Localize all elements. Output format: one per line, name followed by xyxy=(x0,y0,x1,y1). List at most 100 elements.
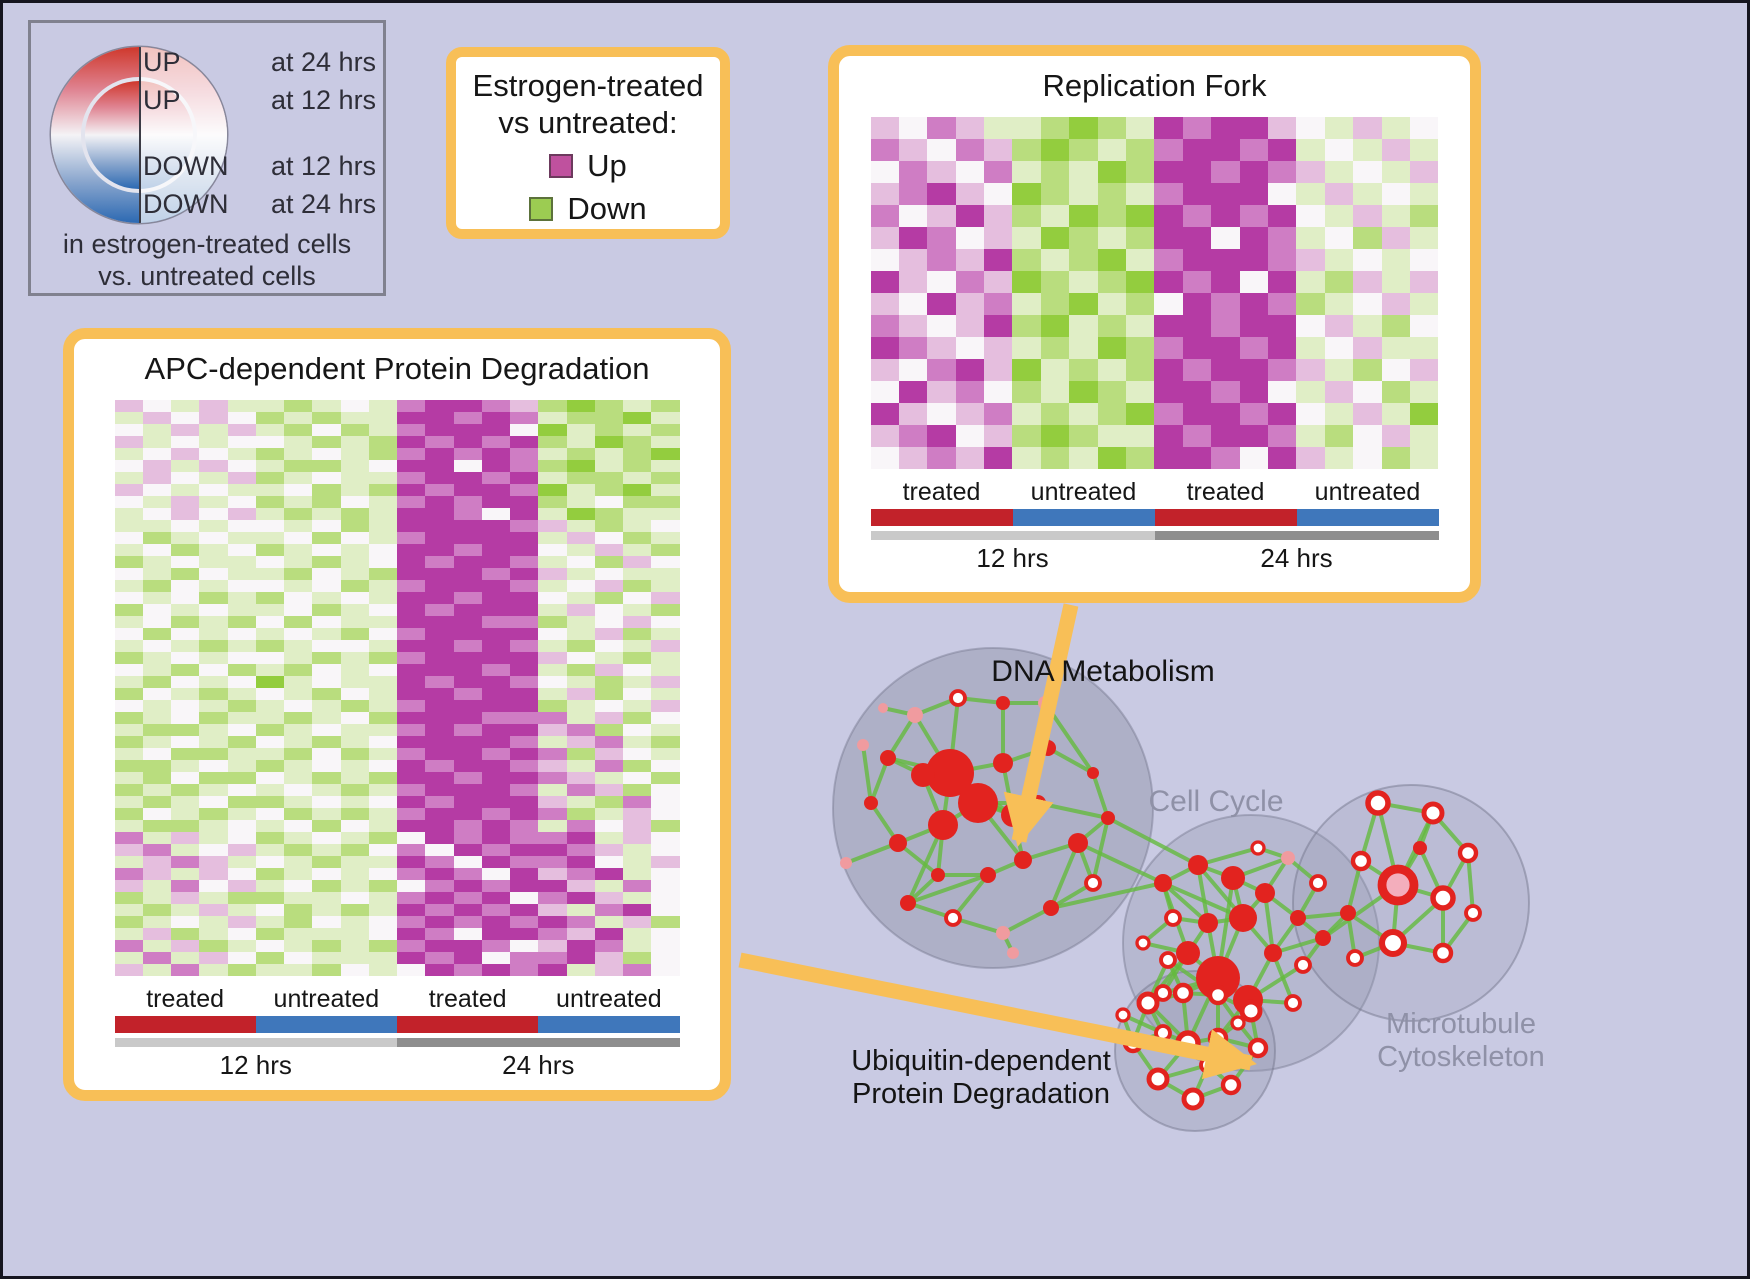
heatmap-cell xyxy=(397,628,426,640)
heatmap-cell xyxy=(312,508,341,520)
heatmap-cell xyxy=(538,424,567,436)
heatmap-cell xyxy=(1211,205,1240,227)
heatmap-cell xyxy=(284,964,313,976)
heatmap-cell xyxy=(312,868,341,880)
heatmap-cell xyxy=(255,436,284,448)
heatmap-cell xyxy=(623,868,652,880)
heatmap-cell xyxy=(510,508,539,520)
heatmap-cell xyxy=(227,472,256,484)
heatmap-cell xyxy=(651,652,680,664)
heatmap-cell xyxy=(114,400,143,412)
network-edge xyxy=(1107,816,1199,867)
heatmap-cell xyxy=(425,556,454,568)
heatmap-cell xyxy=(397,712,426,724)
network-edge xyxy=(1037,801,1109,820)
heatmap-cell xyxy=(312,784,341,796)
heatmap-cell xyxy=(114,496,143,508)
network-edge xyxy=(1162,976,1219,995)
heatmap-cell xyxy=(199,808,228,820)
heatmap-cell xyxy=(1381,227,1411,249)
heatmap-cell xyxy=(142,568,171,580)
network-edge xyxy=(914,696,959,717)
heatmap-cell xyxy=(651,880,680,892)
heatmap-cell xyxy=(453,796,482,808)
heatmap-cell xyxy=(481,736,510,748)
heatmap-cell xyxy=(142,952,171,964)
heatmap-cell xyxy=(171,436,200,448)
heatmap-cell xyxy=(114,616,143,628)
network-edge xyxy=(1091,772,1110,819)
heatmap-cell xyxy=(1353,381,1382,403)
heatmap-cell xyxy=(368,628,397,640)
heatmap-cell xyxy=(651,556,680,568)
heatmap-cell xyxy=(651,616,680,628)
heatmap-cell xyxy=(255,472,284,484)
heatmap-cell xyxy=(453,460,482,472)
heatmap-cell xyxy=(425,712,454,724)
heatmap-cell xyxy=(651,760,680,772)
network-edge xyxy=(1217,993,1252,1013)
heatmap-cell xyxy=(984,227,1013,249)
heatmap-cell xyxy=(594,568,623,580)
heatmap-cell xyxy=(199,784,228,796)
heatmap-cell xyxy=(1211,447,1240,469)
heatmap-cell xyxy=(255,520,284,532)
heatmap-cell xyxy=(114,424,143,436)
heatmap-cell xyxy=(142,436,171,448)
network-edge xyxy=(976,801,1025,862)
heatmap-cell xyxy=(397,496,426,508)
heatmap-cell xyxy=(397,424,426,436)
group-label: treated xyxy=(902,478,981,506)
heatmap-cell xyxy=(594,640,623,652)
heatmap-cell xyxy=(227,484,256,496)
heatmap-cell xyxy=(1381,315,1411,337)
network-edge xyxy=(1207,916,1244,925)
network-edge xyxy=(1076,842,1095,884)
heatmap-cell xyxy=(199,688,228,700)
heatmap-cell xyxy=(340,460,369,472)
network-node xyxy=(1154,874,1172,892)
rings-caption-line1: in estrogen-treated cells xyxy=(62,229,352,259)
panel-title: APC-dependent Protein Degradation xyxy=(144,351,650,386)
heatmap-cell xyxy=(227,940,256,952)
heatmap-cell xyxy=(255,916,284,928)
heatmap-cell xyxy=(651,832,680,844)
group-label: untreated xyxy=(556,985,662,1013)
heatmap-cell xyxy=(340,412,369,424)
heatmap-cell xyxy=(142,652,171,664)
network-edge xyxy=(1162,1031,1189,1045)
heatmap-cell xyxy=(927,183,956,205)
network-edge xyxy=(1141,916,1175,945)
heatmap-cell xyxy=(1239,337,1269,359)
heatmap-cell xyxy=(566,448,595,460)
heatmap-cell xyxy=(1211,161,1240,183)
heatmap-cell xyxy=(171,796,200,808)
heatmap-cell xyxy=(453,424,482,436)
heatmap-cell xyxy=(368,820,397,832)
heatmap-cell xyxy=(1012,293,1041,315)
heatmap-cell xyxy=(538,736,567,748)
heatmap-cell xyxy=(538,568,567,580)
heatmap-cell xyxy=(114,820,143,832)
heatmap-cell xyxy=(1211,139,1240,161)
cluster-circle xyxy=(1292,784,1530,1022)
network-node xyxy=(958,783,998,823)
network-edge xyxy=(949,761,1004,775)
heatmap-cell xyxy=(368,760,397,772)
network-node xyxy=(1164,909,1182,927)
heatmap-cell xyxy=(927,117,956,139)
network-node xyxy=(1464,904,1482,922)
heatmap-cell xyxy=(566,820,595,832)
ring-label-dir: UP xyxy=(143,85,181,115)
heatmap-cell xyxy=(984,161,1013,183)
heatmap-cell xyxy=(1211,359,1240,381)
heatmap-cell xyxy=(1324,271,1354,293)
network-node xyxy=(1172,982,1194,1004)
network-edge xyxy=(1091,817,1110,884)
heatmap-cell xyxy=(453,592,482,604)
heatmap-cell xyxy=(255,736,284,748)
heatmap-cell xyxy=(927,447,956,469)
heatmap-cell xyxy=(340,652,369,664)
heatmap-cell xyxy=(284,868,313,880)
heatmap-cell xyxy=(1126,425,1155,447)
